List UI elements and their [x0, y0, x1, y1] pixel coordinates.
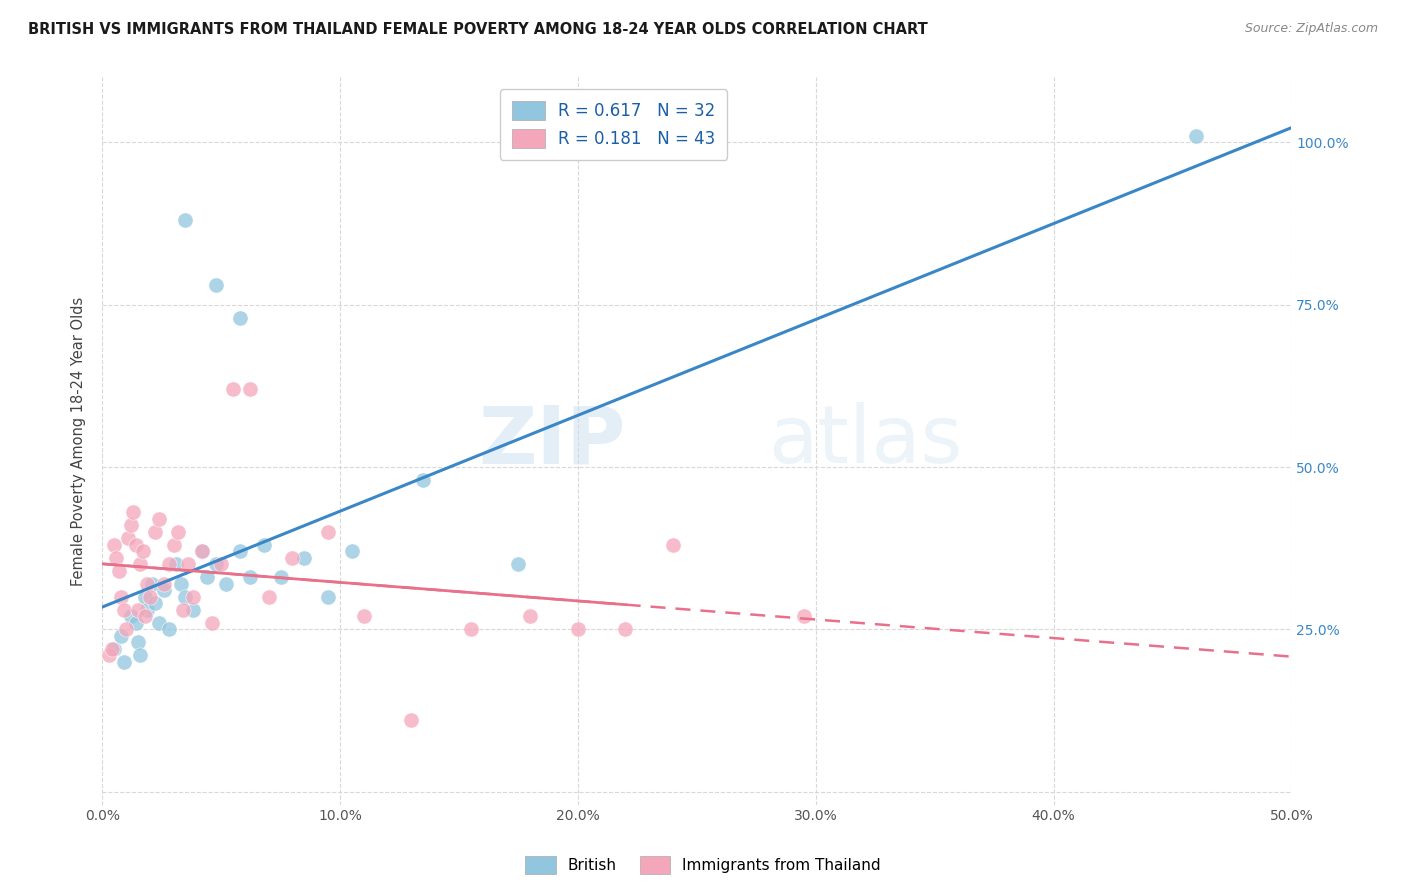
Point — [157, 623, 180, 637]
Point — [239, 382, 262, 396]
Point — [122, 505, 145, 519]
Text: ZIP: ZIP — [478, 402, 626, 480]
Point — [567, 623, 589, 637]
Point — [460, 623, 482, 637]
Point — [143, 596, 166, 610]
Point — [229, 310, 252, 325]
Point — [662, 538, 685, 552]
Text: Source: ZipAtlas.com: Source: ZipAtlas.com — [1244, 22, 1378, 36]
Point — [136, 577, 159, 591]
Point — [127, 635, 149, 649]
Point — [110, 590, 132, 604]
Point — [112, 603, 135, 617]
Point — [120, 609, 142, 624]
Point — [209, 558, 232, 572]
Point — [120, 518, 142, 533]
Point — [143, 524, 166, 539]
Point — [162, 538, 184, 552]
Point — [153, 577, 176, 591]
Point — [115, 623, 138, 637]
Point — [229, 544, 252, 558]
Point — [257, 590, 280, 604]
Point — [136, 603, 159, 617]
Point — [100, 641, 122, 656]
Point — [157, 558, 180, 572]
Y-axis label: Female Poverty Among 18-24 Year Olds: Female Poverty Among 18-24 Year Olds — [72, 296, 86, 586]
Point — [170, 577, 193, 591]
Point — [108, 564, 131, 578]
Point — [519, 609, 541, 624]
Point — [292, 550, 315, 565]
Point — [129, 558, 152, 572]
Point — [98, 648, 121, 663]
Point — [793, 609, 815, 624]
Point — [131, 544, 153, 558]
Point — [281, 550, 304, 565]
Point — [134, 590, 156, 604]
Point — [353, 609, 375, 624]
Point — [148, 512, 170, 526]
Point — [316, 590, 339, 604]
Point — [222, 382, 245, 396]
Legend: British, Immigrants from Thailand: British, Immigrants from Thailand — [519, 850, 887, 880]
Point — [1185, 128, 1208, 143]
Point — [148, 615, 170, 630]
Point — [127, 603, 149, 617]
Point — [201, 615, 224, 630]
Point — [191, 544, 214, 558]
Point — [340, 544, 363, 558]
Point — [614, 623, 637, 637]
Point — [129, 648, 152, 663]
Point — [167, 524, 190, 539]
Point — [401, 713, 423, 727]
Point — [270, 570, 292, 584]
Point — [174, 590, 197, 604]
Point — [195, 570, 218, 584]
Text: atlas: atlas — [768, 402, 963, 480]
Point — [316, 524, 339, 539]
Point — [174, 213, 197, 227]
Point — [177, 558, 200, 572]
Point — [141, 577, 163, 591]
Point — [205, 278, 228, 293]
Point — [110, 629, 132, 643]
Point — [124, 615, 146, 630]
Point — [139, 590, 162, 604]
Point — [239, 570, 262, 584]
Point — [124, 538, 146, 552]
Point — [215, 577, 238, 591]
Point — [103, 641, 125, 656]
Point — [205, 558, 228, 572]
Point — [153, 583, 176, 598]
Point — [172, 603, 194, 617]
Point — [508, 558, 530, 572]
Legend: R = 0.617   N = 32, R = 0.181   N = 43: R = 0.617 N = 32, R = 0.181 N = 43 — [501, 89, 727, 160]
Point — [134, 609, 156, 624]
Point — [165, 558, 187, 572]
Point — [191, 544, 214, 558]
Point — [181, 590, 204, 604]
Point — [253, 538, 276, 552]
Point — [117, 532, 139, 546]
Point — [103, 538, 125, 552]
Point — [181, 603, 204, 617]
Point — [412, 473, 434, 487]
Point — [105, 550, 128, 565]
Text: BRITISH VS IMMIGRANTS FROM THAILAND FEMALE POVERTY AMONG 18-24 YEAR OLDS CORRELA: BRITISH VS IMMIGRANTS FROM THAILAND FEMA… — [28, 22, 928, 37]
Point — [112, 655, 135, 669]
